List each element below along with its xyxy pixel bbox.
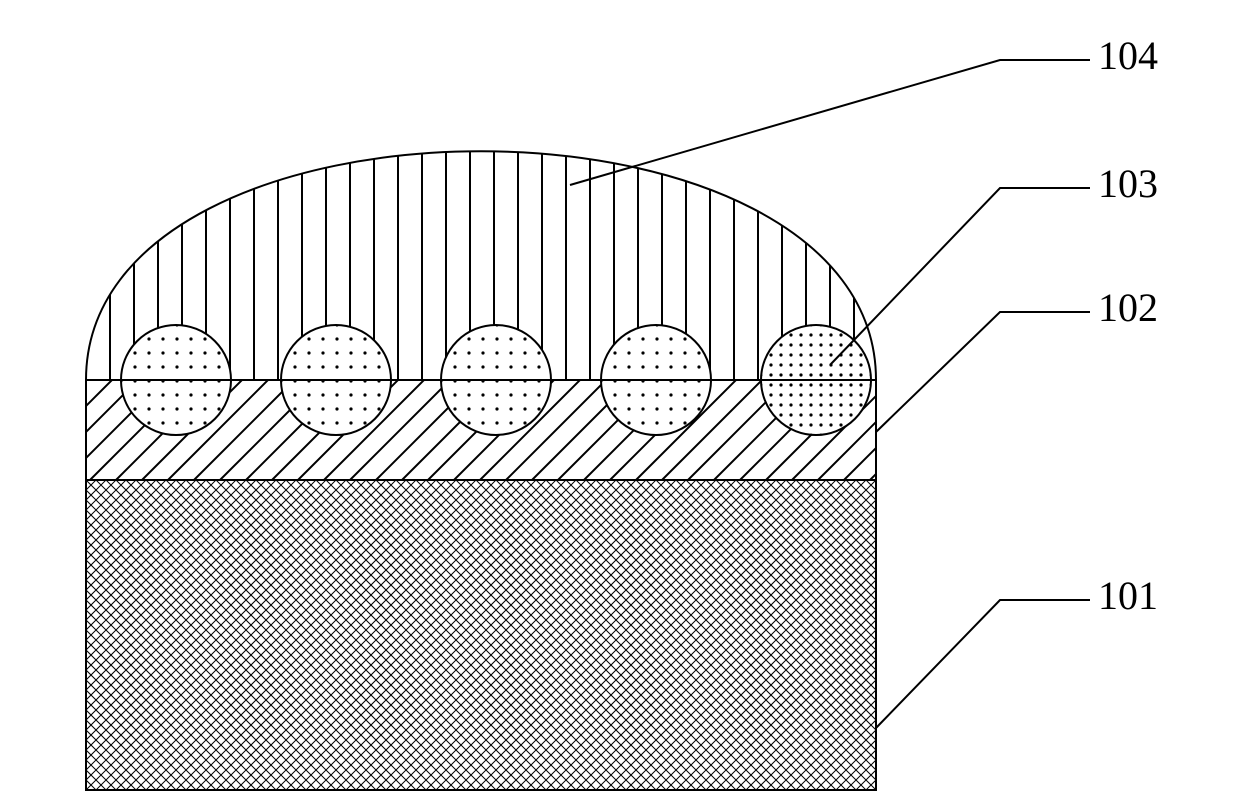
label-102: 102 bbox=[1098, 284, 1158, 331]
leader-102 bbox=[876, 312, 1090, 432]
leader-101 bbox=[876, 600, 1090, 728]
diagram-svg bbox=[0, 0, 1240, 810]
label-101: 101 bbox=[1098, 572, 1158, 619]
leader-104 bbox=[570, 60, 1090, 185]
label-104: 104 bbox=[1098, 32, 1158, 79]
layer-101 bbox=[0, 480, 1186, 790]
label-103: 103 bbox=[1098, 160, 1158, 207]
diagram-stage: 104 103 102 101 bbox=[0, 0, 1240, 810]
